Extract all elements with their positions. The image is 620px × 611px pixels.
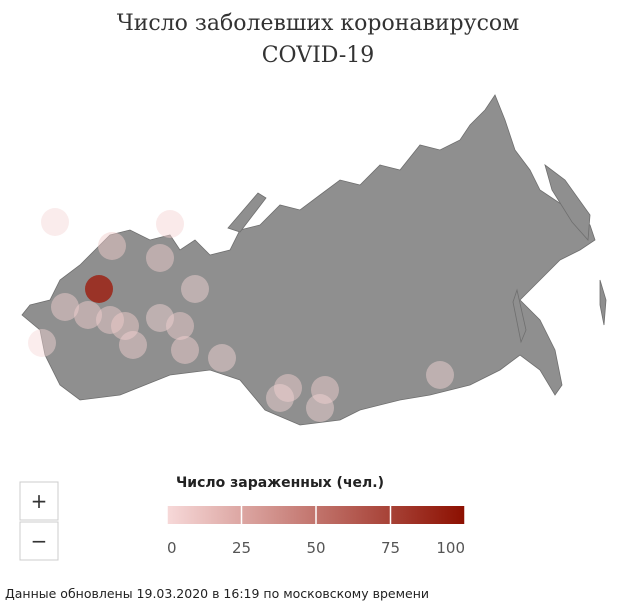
zoom-in-label[interactable]: +	[31, 489, 48, 513]
zoom-controls: + −	[19, 481, 59, 561]
region-bubble	[85, 275, 113, 303]
region-bubble	[208, 344, 236, 372]
island-shape	[227, 192, 267, 233]
legend-tick-label: 0	[167, 539, 177, 557]
region-bubble	[266, 384, 294, 412]
region-bubble	[74, 301, 102, 329]
region-bubble	[146, 244, 174, 272]
region-bubble	[98, 232, 126, 260]
title-line: COVID-19	[262, 43, 375, 68]
region-bubble	[171, 336, 199, 364]
bubbles	[28, 208, 454, 422]
region-bubble	[166, 312, 194, 340]
region-bubble	[181, 275, 209, 303]
region-bubble	[156, 210, 184, 238]
region-bubble	[311, 376, 339, 404]
island-shape	[512, 288, 527, 344]
legend-tick-label: 100	[436, 539, 465, 557]
title-line: Число заболевших коронавирусом	[117, 11, 520, 36]
region-bubble	[96, 306, 124, 334]
region-bubble	[119, 331, 147, 359]
region-bubble	[426, 361, 454, 389]
legend-tick-label: 75	[381, 539, 400, 557]
zoom-out-button[interactable]	[19, 521, 59, 561]
island-shape	[599, 279, 607, 326]
region-bubble	[41, 208, 69, 236]
legend-title: Число зараженных (чел.)	[176, 475, 384, 491]
footer: Данные обновлены 19.03.2020 в 16:19 по м…	[5, 586, 429, 601]
region-bubble	[274, 374, 302, 402]
zoom-in-button[interactable]	[19, 481, 59, 521]
legend-tick-label: 25	[232, 539, 251, 557]
region-bubble	[28, 329, 56, 357]
legend-tick-label: 50	[306, 539, 325, 557]
region-bubble	[111, 312, 139, 340]
country-shape	[21, 94, 596, 426]
zoom-out-label[interactable]: −	[31, 529, 48, 553]
map	[21, 94, 607, 426]
legend-ticks: 0 25 50 75 100	[166, 506, 466, 557]
peninsula-shape	[544, 163, 591, 241]
region-bubble	[51, 293, 79, 321]
region-bubble	[146, 304, 174, 332]
region-bubble	[306, 394, 334, 422]
